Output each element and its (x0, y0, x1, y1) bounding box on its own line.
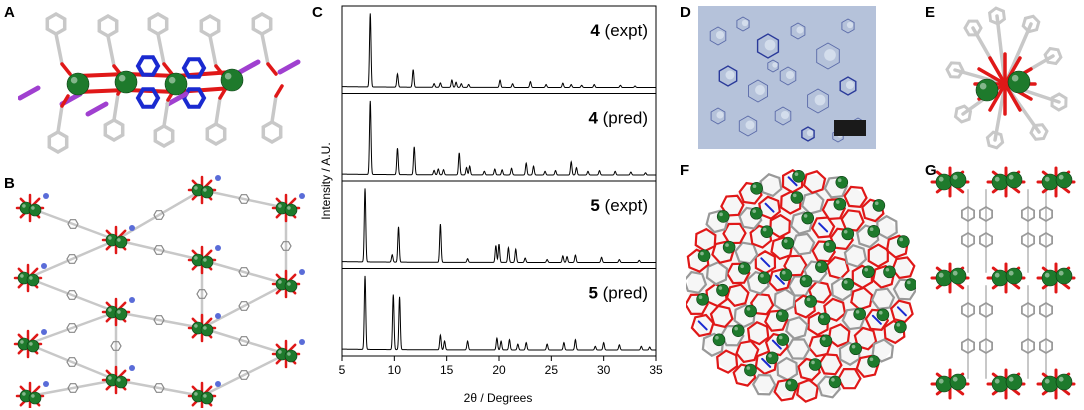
pxrd-chart: 4 (expt)4 (pred)5 (expt)5 (pred) 5 10 15 20… (319, 5, 663, 405)
pxrd-trace-4-expt (342, 13, 656, 88)
trace-label-condition: (pred) (598, 109, 648, 128)
panel-label-f: F (680, 162, 690, 179)
trace-label-compound: 5 (588, 284, 597, 303)
cluster-drawing (945, 6, 1068, 150)
framework-drawing (686, 169, 916, 403)
framework-side-drawing (930, 166, 1076, 400)
micrograph-drawing (698, 6, 876, 149)
trace-label: 4 (pred) (588, 109, 648, 128)
trace-label: 5 (pred) (588, 284, 648, 303)
panel-f-framework-view (686, 160, 916, 410)
chain-drawing (18, 11, 301, 155)
framework-side-view-image (930, 166, 1076, 400)
pxrd-trace-5-expt (342, 188, 656, 263)
panel-e-cluster-structure (935, 6, 1081, 156)
pxrd-trace-4-pred (342, 100, 656, 176)
panel-b-packing-structure (6, 168, 308, 408)
x-tick-label: 5 (339, 363, 346, 377)
x-tick-label: 15 (440, 363, 454, 377)
packing-drawing (13, 175, 305, 408)
cluster-structure-image (945, 6, 1068, 150)
x-tick-label: 25 (545, 363, 559, 377)
panel-c-pxrd-chart: 4 (expt) 4 (pred) 5 (expt) 5 (pred) 5 10 15 20… (316, 0, 666, 410)
x-axis-title: 2θ / Degrees (464, 391, 533, 405)
packing-structure-image (13, 175, 305, 408)
panel-g-framework-side-view (928, 160, 1082, 410)
panel-label-g: G (925, 162, 937, 179)
x-tick-label: 35 (649, 363, 663, 377)
x-tick-label: 10 (388, 363, 402, 377)
panel-label-d: D (680, 4, 691, 21)
panel-a-chain-structure (18, 6, 308, 168)
y-axis-title: Intensity / A.U. (319, 142, 333, 219)
panel-d-crystal-micrograph (698, 6, 876, 149)
trace-label-condition: (expt) (600, 21, 648, 40)
crystal-micrograph-image (698, 6, 876, 149)
x-tick-label: 20 (492, 363, 506, 377)
trace-label-compound: 4 (588, 109, 598, 128)
trace-label-condition: (pred) (598, 284, 648, 303)
trace-label: 5 (expt) (590, 196, 648, 215)
panel-label-b: B (4, 175, 15, 192)
trace-label: 4 (expt) (590, 21, 648, 40)
scale-bar (834, 120, 866, 136)
panel-label-c: C (312, 4, 323, 21)
trace-label-compound: 5 (590, 196, 599, 215)
chain-structure-image (18, 11, 301, 155)
framework-view-image (686, 169, 916, 403)
trace-label-compound: 4 (590, 21, 600, 40)
pxrd-trace-5-pred (342, 275, 656, 351)
panel-label-e: E (925, 4, 936, 21)
x-tick-label: 30 (597, 363, 611, 377)
panel-label-a: A (4, 4, 15, 21)
trace-label-condition: (expt) (600, 196, 648, 215)
